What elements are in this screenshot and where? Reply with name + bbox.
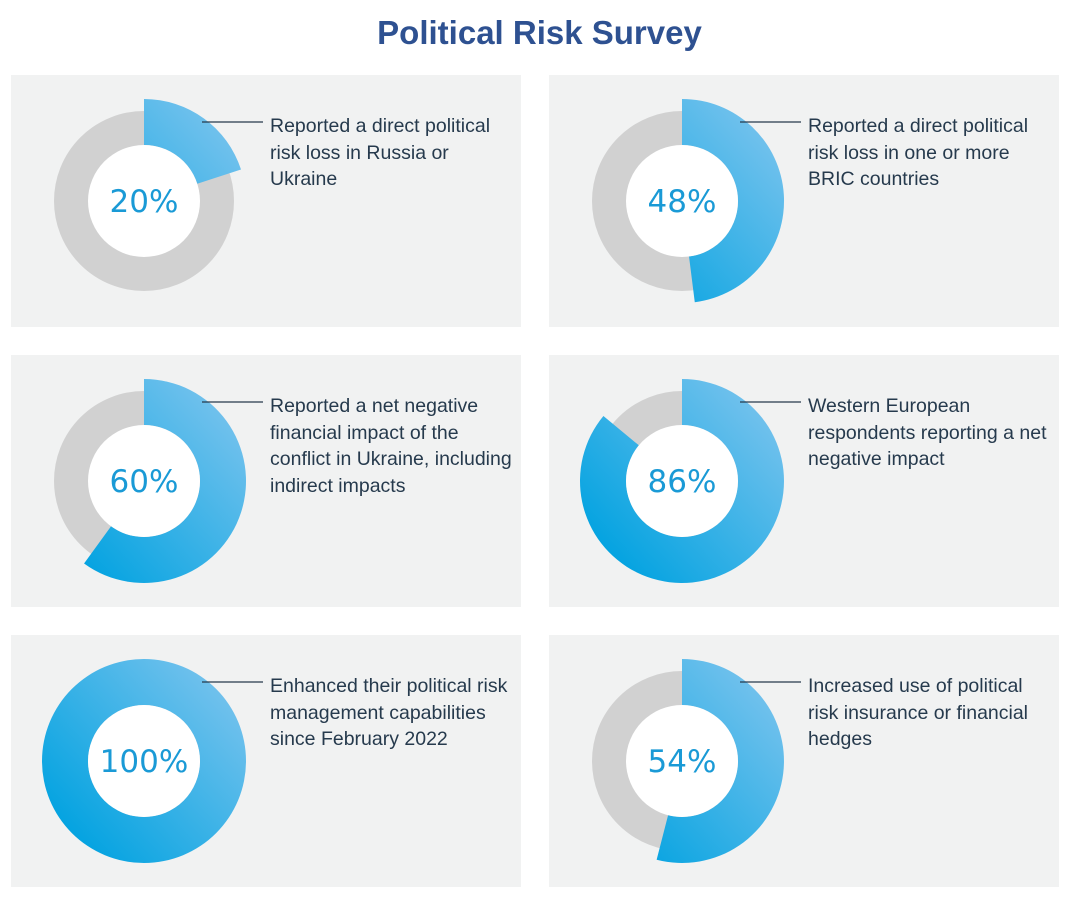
donut-hole [88,705,200,817]
donut-chart: 20% [54,99,263,291]
donut-segment [682,98,785,303]
donut-chart: 60% [54,379,263,583]
donut-segment [42,659,246,863]
donut-chart: 48% [592,98,801,303]
percent-label: 48% [648,184,717,220]
percent-label: 60% [110,464,179,500]
percent-label: 20% [110,184,179,220]
donut-hole [88,425,200,537]
donut-segment [580,379,785,583]
percent-label: 54% [648,744,717,780]
survey-description: Reported a net negative financial impact… [270,395,512,497]
donut-segment [84,379,247,583]
donut-hole [88,145,200,257]
survey-description: Reported a direct political risk loss in… [808,115,1029,191]
percent-label: 100% [100,744,189,780]
survey-description: Enhanced their political risk management… [270,675,508,751]
donut-chart: 54% [592,659,801,863]
donut-segment [656,659,784,863]
survey-description: Reported a direct political risk loss in… [270,115,491,191]
survey-panel: 100% Enhanced their political risk manage… [11,635,521,887]
survey-description: Increased use of political risk insuranc… [808,675,1029,751]
percent-label: 86% [648,464,717,500]
chart-title: Political Risk Survey [377,14,702,51]
survey-panel: 54% Increased use of political risk insur… [549,635,1059,887]
donut-chart: 86% [580,379,801,583]
survey-panel: 86% Western European respondents reportin… [549,355,1059,607]
donut-segment [144,99,242,184]
donut-hole [626,145,738,257]
donut-hole [626,425,738,537]
survey-panel: 48% Reported a direct political risk loss… [549,75,1059,327]
survey-panel: 60% Reported a net negative financial imp… [11,355,521,607]
survey-description: Western European respondents reporting a… [808,395,1047,471]
donut-hole [626,705,738,817]
donut-chart: 100% [42,659,263,863]
survey-panel: 20% Reported a direct political risk loss… [11,75,521,327]
